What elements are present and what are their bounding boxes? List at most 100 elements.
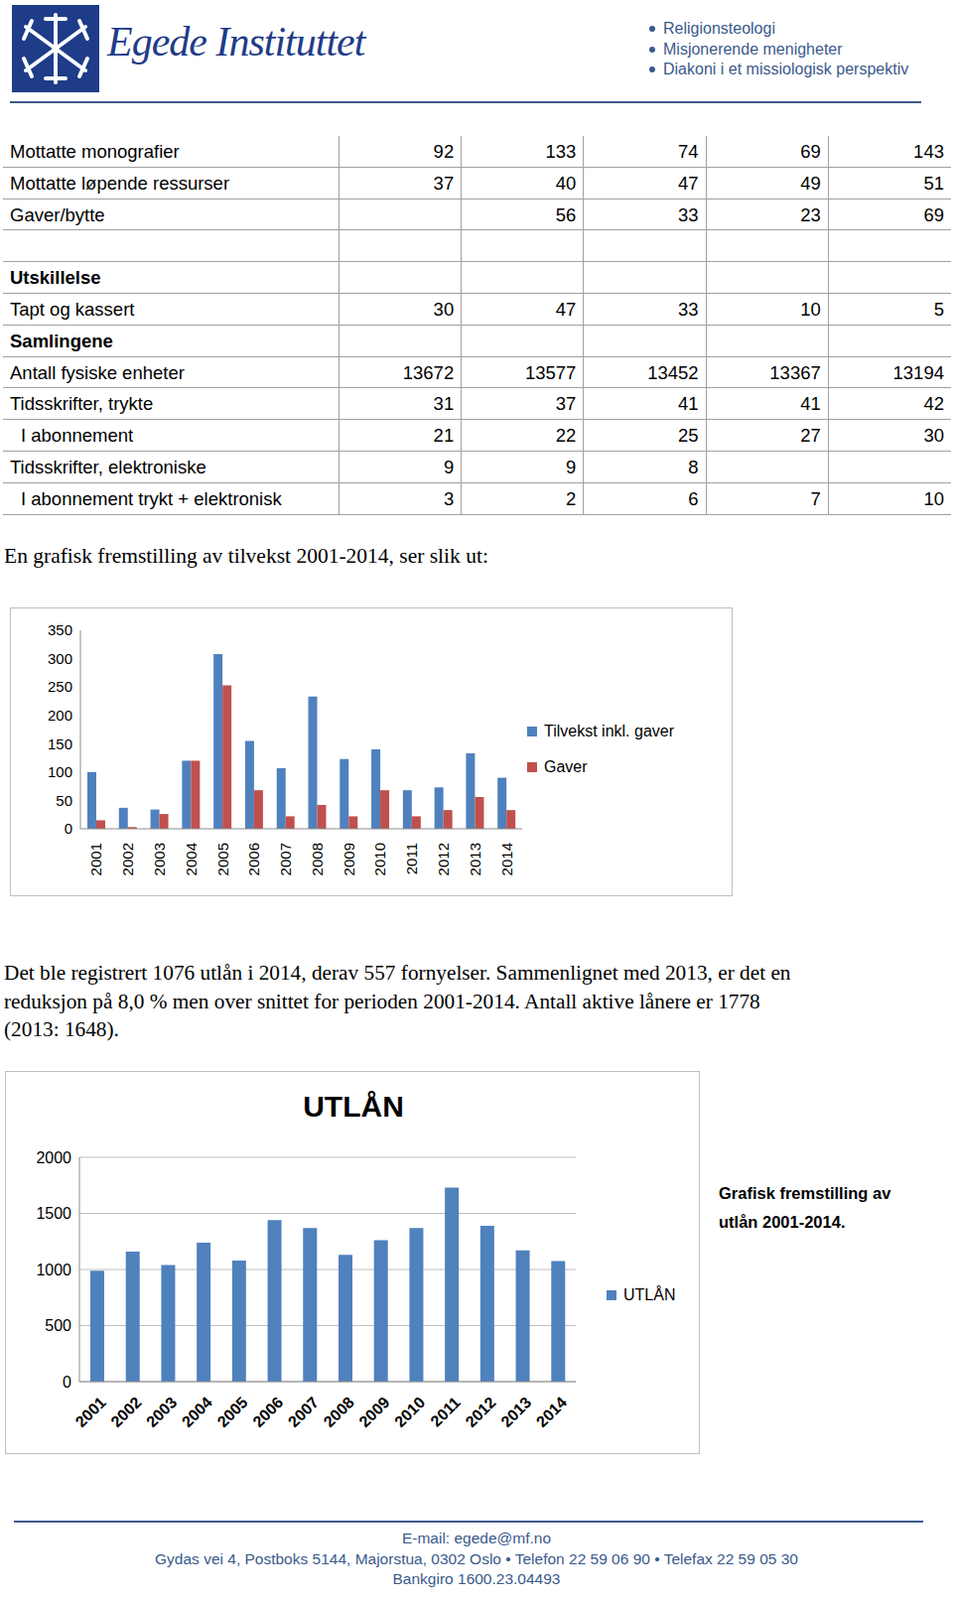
html-text:Utskillelse: Utskillelse (9, 267, 101, 289)
svg-text:100: 100 (47, 763, 73, 781)
html-text:13194: 13194 (892, 361, 945, 383)
html-text:143: 143 (913, 140, 945, 162)
html-text:42: 42 (923, 393, 945, 415)
html-text:I abonnement trykt + elektroni: I abonnement trykt + elektronisk (20, 488, 282, 510)
svg-text:2009: 2009 (355, 1393, 393, 1431)
html-text:41: 41 (678, 393, 699, 415)
svg-text:2013: 2013 (466, 842, 484, 876)
html-text:22: 22 (555, 425, 577, 446)
svg-text:2004: 2004 (178, 1393, 216, 1431)
svg-text:2002: 2002 (119, 842, 137, 876)
svg-text:2007: 2007 (284, 1393, 322, 1431)
svg-text:2001: 2001 (87, 842, 105, 876)
svg-text:2009: 2009 (340, 842, 358, 876)
html-text:41: 41 (800, 393, 821, 415)
svg-text:2010: 2010 (371, 842, 389, 876)
svg-text:0: 0 (64, 819, 73, 837)
svg-text:2012: 2012 (462, 1393, 500, 1431)
html-text:23: 23 (800, 204, 821, 225)
html-text:31: 31 (433, 393, 454, 415)
html-text:UTLÅN: UTLÅN (623, 1286, 676, 1304)
svg-text:150: 150 (47, 735, 73, 753)
html-text:Tidsskrifter, trykte: Tidsskrifter, trykte (9, 393, 154, 415)
html-text:Tapt og kassert: Tapt og kassert (9, 298, 135, 320)
svg-text:2006: 2006 (245, 842, 263, 876)
html-text:133: 133 (545, 140, 577, 162)
html-text:47: 47 (555, 298, 577, 320)
svg-text:2011: 2011 (426, 1393, 464, 1431)
svg-text:2005: 2005 (214, 842, 232, 876)
svg-text:500: 500 (44, 1317, 72, 1335)
html-text:13452: 13452 (647, 361, 699, 383)
html-text:Mottatte løpende ressurser: Mottatte løpende ressurser (9, 172, 230, 194)
html-text:30: 30 (433, 298, 454, 320)
svg-text:2008: 2008 (308, 842, 326, 876)
svg-text:350: 350 (47, 621, 73, 639)
html-text:21: 21 (433, 425, 454, 446)
svg-text:2014: 2014 (533, 1393, 570, 1431)
html-text:13672: 13672 (402, 361, 454, 383)
svg-text:250: 250 (47, 678, 73, 695)
svg-text:2008: 2008 (320, 1393, 358, 1431)
html-text:56: 56 (555, 204, 577, 225)
svg-text:0: 0 (62, 1373, 72, 1391)
html-text:33: 33 (678, 204, 699, 225)
html-text:(2013: 1648).: (2013: 1648). (3, 1017, 120, 1042)
svg-text:2001: 2001 (72, 1393, 110, 1431)
html-text:Det ble registrert 1076 utlån: Det ble registrert 1076 utlån i 2014, de… (3, 960, 791, 985)
html-text:51: 51 (923, 172, 945, 194)
html-text:37: 37 (555, 393, 577, 415)
html-text:Religionsteologi: Religionsteologi (663, 19, 776, 37)
html-text:Tidsskrifter, elektroniske: Tidsskrifter, elektroniske (9, 456, 207, 478)
svg-text:200: 200 (47, 706, 73, 724)
html-text:74: 74 (678, 140, 699, 162)
html-text:Gaver: Gaver (544, 758, 588, 776)
html-text:10: 10 (923, 488, 945, 510)
svg-text:2013: 2013 (497, 1393, 535, 1431)
html-text:10: 10 (800, 298, 821, 320)
html-text:49: 49 (800, 172, 821, 194)
html-text:30: 30 (923, 425, 945, 446)
html-text:13577: 13577 (525, 361, 577, 383)
html-text:Egede Instituttet: Egede Instituttet (107, 18, 365, 65)
html-text:Samlingene: Samlingene (9, 330, 113, 352)
svg-text:2002: 2002 (107, 1393, 144, 1431)
html-text:92: 92 (433, 140, 454, 162)
html-text:33: 33 (678, 298, 699, 320)
svg-text:2007: 2007 (276, 842, 294, 876)
svg-text:2012: 2012 (434, 842, 452, 876)
svg-text:2003: 2003 (150, 842, 168, 876)
html-text:Tilvekst inkl. gaver: Tilvekst inkl. gaver (544, 722, 675, 740)
html-text:37: 37 (433, 172, 454, 194)
html-text:27: 27 (800, 425, 821, 446)
svg-text:2000: 2000 (35, 1149, 72, 1167)
html-text:En grafisk fremstilling av til: En grafisk fremstilling av tilvekst 2001… (3, 544, 489, 568)
html-text:69: 69 (800, 140, 821, 162)
html-text:69: 69 (923, 204, 945, 225)
html-text:UTLÅN: UTLÅN (302, 1089, 404, 1123)
html-text:utlån 2001-2014.: utlån 2001-2014. (718, 1213, 846, 1231)
html-text:Misjonerende menigheter: Misjonerende menigheter (663, 40, 843, 58)
html-text:reduksjon på 8,0 % men over sn: reduksjon på 8,0 % men over snittet for … (3, 989, 761, 1014)
svg-text:1500: 1500 (35, 1205, 72, 1223)
html-text:40: 40 (555, 172, 577, 194)
html-text:13367: 13367 (769, 361, 821, 383)
svg-text:50: 50 (55, 792, 73, 810)
svg-text:2010: 2010 (391, 1393, 428, 1431)
html-text:Gaver/bytte: Gaver/bytte (9, 204, 105, 225)
svg-text:2005: 2005 (214, 1393, 252, 1431)
html-text:Mottatte monografier: Mottatte monografier (9, 140, 180, 162)
html-text:Grafisk fremstilling av: Grafisk fremstilling av (718, 1184, 891, 1203)
svg-text:2014: 2014 (498, 842, 516, 876)
svg-text:2011: 2011 (403, 842, 420, 875)
html-text:Antall fysiske enheter: Antall fysiske enheter (9, 361, 185, 383)
svg-text:2003: 2003 (142, 1393, 180, 1431)
html-text:47: 47 (678, 172, 699, 194)
svg-text:1000: 1000 (35, 1261, 72, 1279)
html-text:Diakoni i et missiologisk pers: Diakoni i et missiologisk perspektiv (663, 60, 909, 78)
html-text:I abonnement: I abonnement (20, 425, 134, 446)
svg-text:2006: 2006 (249, 1393, 286, 1431)
svg-text:300: 300 (47, 650, 73, 668)
html-text:25: 25 (678, 425, 699, 446)
svg-text:2004: 2004 (182, 842, 200, 876)
